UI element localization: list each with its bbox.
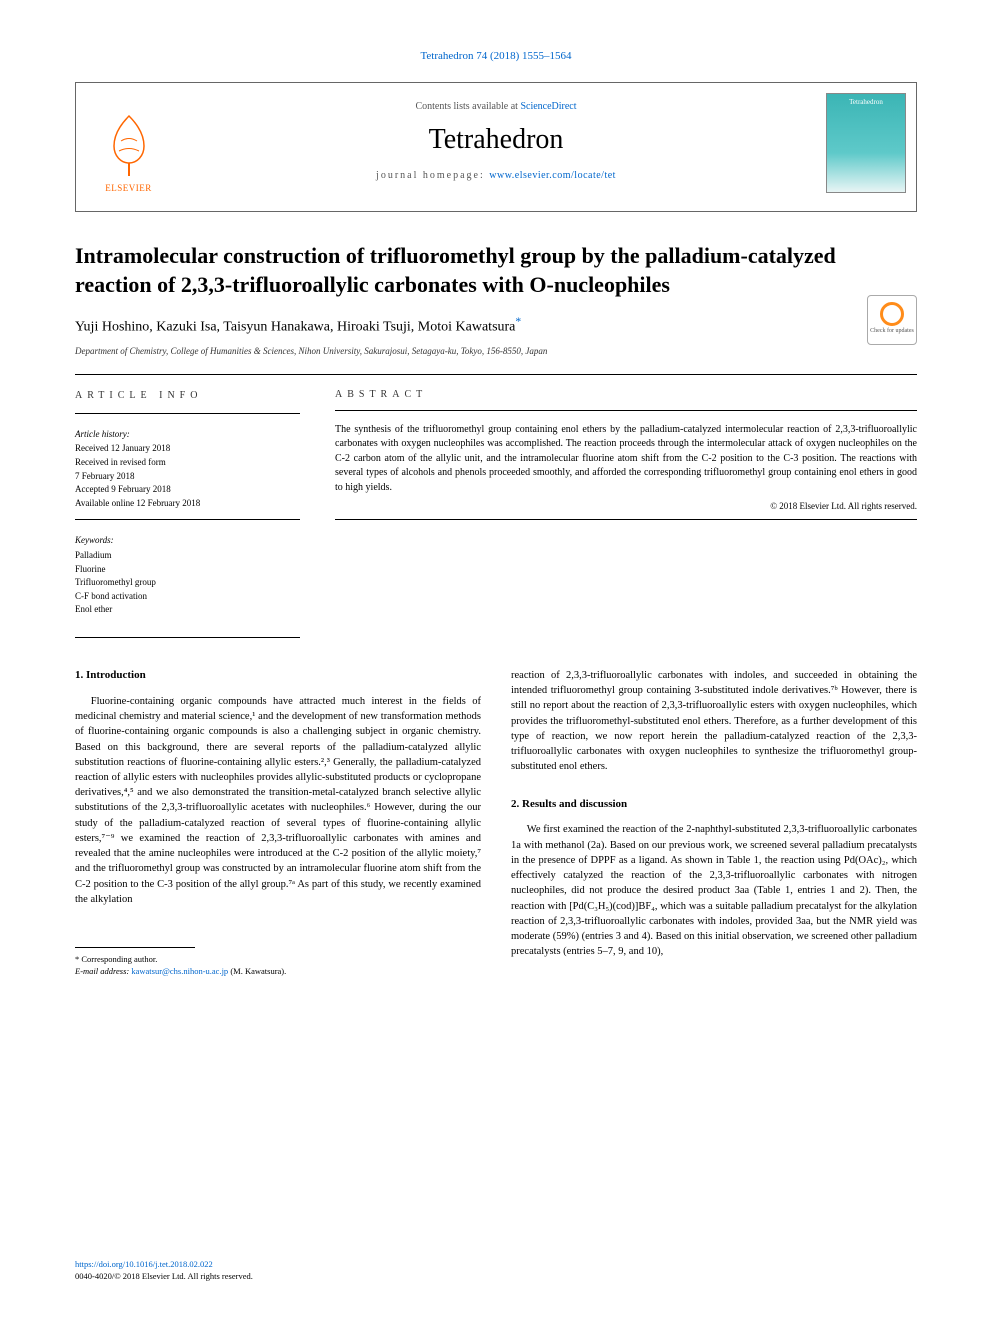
article-history-label: Article history: <box>75 428 300 441</box>
keyword: Trifluoromethyl group <box>75 576 300 589</box>
elsevier-logo: ELSEVIER <box>86 93 171 193</box>
corr-author-label: * Corresponding author. <box>75 954 481 966</box>
keyword: C-F bond activation <box>75 590 300 603</box>
rule-top <box>75 374 917 375</box>
abstract-copyright: © 2018 Elsevier Ltd. All rights reserved… <box>335 501 917 511</box>
elsevier-wordmark: ELSEVIER <box>105 183 152 193</box>
abstract-bottom-divider <box>335 519 917 520</box>
check-updates-badge[interactable]: Check for updates <box>867 295 917 345</box>
sciencedirect-link[interactable]: ScienceDirect <box>520 101 576 112</box>
journal-reference: Tetrahedron 74 (2018) 1555–1564 <box>75 50 917 62</box>
keywords-label: Keywords: <box>75 534 300 547</box>
header-center: Contents lists available at ScienceDirec… <box>96 95 896 181</box>
authors-line: Yuji Hoshino, Kazuki Isa, Taisyun Hanaka… <box>75 315 917 336</box>
info-abstract-row: ARTICLE INFO Article history: Received 1… <box>75 389 917 617</box>
section-2-heading: 2. Results and discussion <box>511 797 917 813</box>
keywords-bottom-divider <box>75 637 300 638</box>
info-divider <box>75 519 300 520</box>
affiliation: Department of Chemistry, College of Huma… <box>75 346 917 356</box>
journal-homepage-line: journal homepage: www.elsevier.com/locat… <box>96 170 896 181</box>
history-item: Accepted 9 February 2018 <box>75 483 300 496</box>
journal-cover-thumbnail: Tetrahedron <box>826 93 906 193</box>
history-item: Received 12 January 2018 <box>75 442 300 455</box>
corr-email-link[interactable]: kawatsur@chs.nihon-u.ac.jp <box>131 966 228 976</box>
abstract-heading: ABSTRACT <box>335 389 917 400</box>
contents-list-line: Contents lists available at ScienceDirec… <box>96 101 896 112</box>
email-label: E-mail address: <box>75 966 131 976</box>
check-updates-label: Check for updates <box>868 328 916 334</box>
page-footer: https://doi.org/10.1016/j.tet.2018.02.02… <box>75 1259 253 1283</box>
article-title-text: Intramolecular construction of trifluoro… <box>75 243 836 297</box>
info-divider <box>75 413 300 414</box>
body-column-left: 1. Introduction Fluorine-containing orga… <box>75 668 481 978</box>
article-info-heading: ARTICLE INFO <box>75 389 300 403</box>
history-item: 7 February 2018 <box>75 470 300 483</box>
corr-email-line: E-mail address: kawatsur@chs.nihon-u.ac.… <box>75 966 481 978</box>
keyword: Palladium <box>75 549 300 562</box>
check-updates-ring-icon <box>880 302 904 326</box>
issn-copyright-line: 0040-4020/© 2018 Elsevier Ltd. All right… <box>75 1271 253 1281</box>
journal-title: Tetrahedron <box>96 124 896 156</box>
history-item: Available online 12 February 2018 <box>75 497 300 510</box>
intro-paragraph-1: Fluorine-containing organic compounds ha… <box>75 694 481 907</box>
abstract-column: ABSTRACT The synthesis of the trifluorom… <box>335 389 917 617</box>
article-title: Intramolecular construction of trifluoro… <box>75 242 917 299</box>
history-item: Received in revised form <box>75 456 300 469</box>
abstract-divider <box>335 410 917 411</box>
keyword: Enol ether <box>75 603 300 616</box>
section-1-heading: 1. Introduction <box>75 668 481 684</box>
keyword: Fluorine <box>75 563 300 576</box>
email-suffix: (M. Kawatsura). <box>228 966 286 976</box>
contents-prefix: Contents lists available at <box>415 101 520 112</box>
article-info-column: ARTICLE INFO Article history: Received 1… <box>75 389 300 617</box>
homepage-link[interactable]: www.elsevier.com/locate/tet <box>489 170 616 181</box>
homepage-prefix: journal homepage: <box>376 170 489 181</box>
body-column-right: reaction of 2,3,3-trifluoroallylic carbo… <box>511 668 917 978</box>
corresponding-mark: * <box>515 315 521 328</box>
results-paragraph-1: We first examined the reaction of the 2-… <box>511 822 917 959</box>
doi-link[interactable]: https://doi.org/10.1016/j.tet.2018.02.02… <box>75 1259 213 1269</box>
corresponding-author-footnote: * Corresponding author. E-mail address: … <box>75 954 481 978</box>
body-two-column: 1. Introduction Fluorine-containing orga… <box>75 668 917 978</box>
journal-header-box: ELSEVIER Contents lists available at Sci… <box>75 82 917 212</box>
intro-paragraph-2: reaction of 2,3,3-trifluoroallylic carbo… <box>511 668 917 775</box>
authors-names: Yuji Hoshino, Kazuki Isa, Taisyun Hanaka… <box>75 320 515 335</box>
abstract-text: The synthesis of the trifluoromethyl gro… <box>335 423 917 496</box>
footnote-separator <box>75 947 195 948</box>
elsevier-tree-icon <box>99 111 159 181</box>
